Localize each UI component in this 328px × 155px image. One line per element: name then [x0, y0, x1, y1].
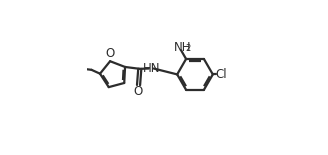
Text: Cl: Cl: [215, 68, 227, 81]
Text: O: O: [133, 85, 142, 98]
Text: HN: HN: [143, 62, 161, 75]
Text: NH: NH: [174, 41, 192, 54]
Text: 2: 2: [185, 44, 191, 53]
Text: O: O: [105, 47, 114, 60]
